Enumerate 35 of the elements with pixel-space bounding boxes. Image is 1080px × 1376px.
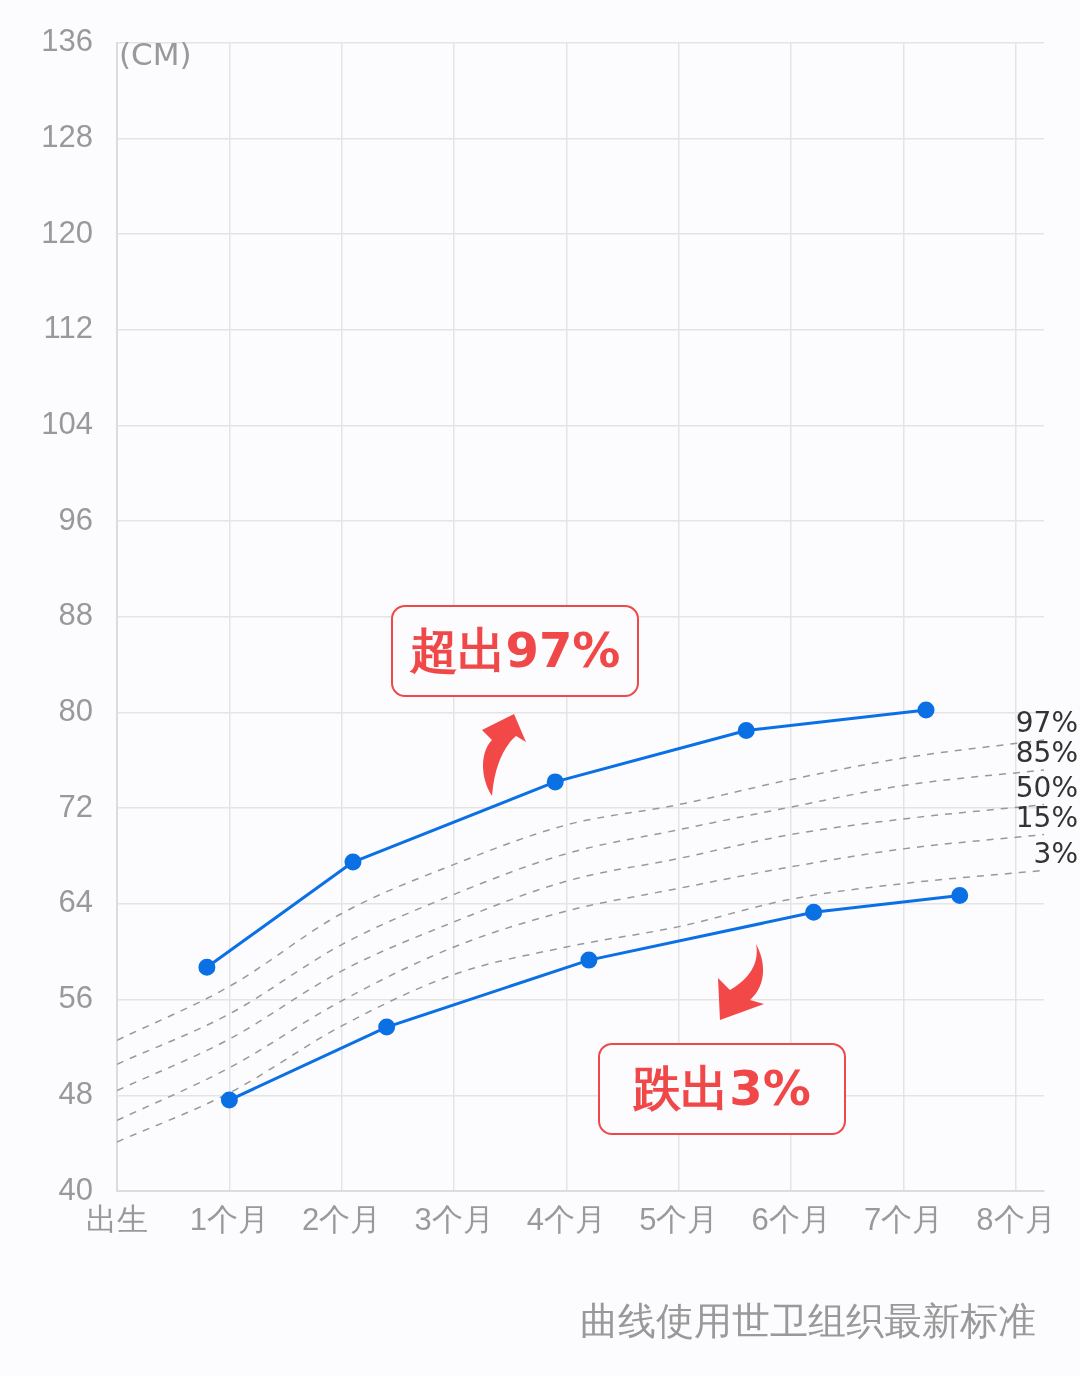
y-tick-label: 48: [58, 1075, 93, 1111]
point: [344, 853, 362, 871]
point: [737, 721, 755, 739]
point: [378, 1018, 396, 1036]
x-tick-label: 6个月: [751, 1202, 831, 1238]
annotation: 跌出3%: [598, 1043, 846, 1135]
point: [805, 903, 823, 921]
point: [220, 1091, 238, 1109]
x-tick-label: 8个月: [976, 1202, 1056, 1238]
x-tick-label: 7个月: [863, 1202, 944, 1238]
text: 曲线使用世卫组织最新标准: [580, 1298, 1036, 1345]
y-axis-title: (CM): [119, 36, 192, 72]
y-tick-label: 136: [41, 23, 93, 59]
y-tick-label: 104: [41, 405, 93, 441]
y-tick-label: 72: [58, 788, 93, 824]
y-tick-label: 128: [41, 118, 93, 154]
point: [546, 773, 564, 791]
y-tick-label: 56: [58, 980, 93, 1016]
point: [951, 887, 969, 905]
x-tick-label: 5个月: [639, 1202, 719, 1238]
y-tick-label: 96: [58, 501, 93, 537]
x-tick-label: 1个月: [189, 1202, 269, 1238]
point: [198, 958, 216, 976]
x-tick-label: 2个月: [302, 1202, 382, 1238]
y-tick-label: 64: [58, 884, 93, 920]
y-tick-label: 112: [43, 310, 93, 346]
y-tick-label: 88: [58, 597, 93, 633]
y-tick-label: 80: [58, 693, 93, 729]
y-tick-label: 120: [41, 214, 93, 250]
series-label: 3%: [1033, 836, 1078, 870]
x-tick-label: 3个月: [414, 1202, 494, 1238]
x-tick-label: 4个月: [526, 1202, 607, 1238]
point: [917, 701, 935, 719]
point: [580, 951, 598, 969]
annotation: 超出97%: [391, 605, 639, 697]
